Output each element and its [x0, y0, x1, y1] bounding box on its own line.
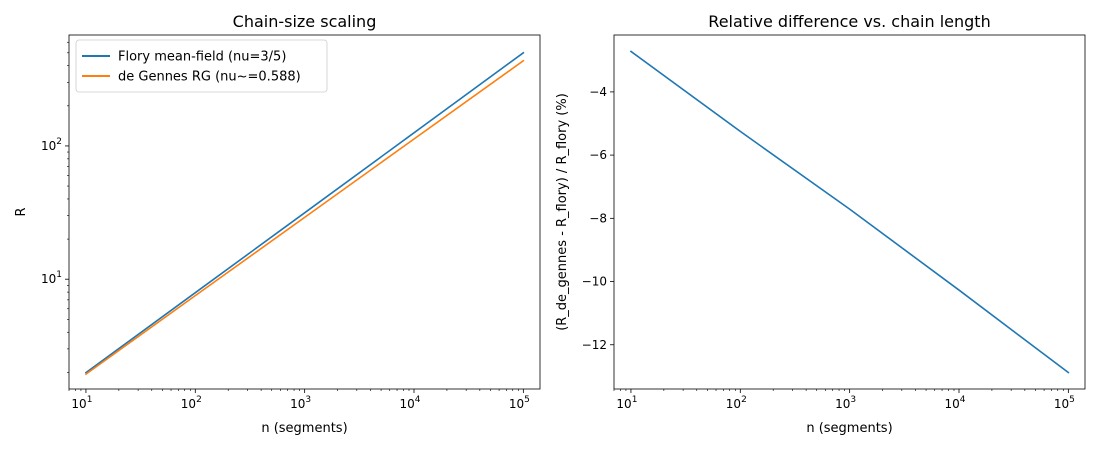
chart-left-xlabel: n (segments) [261, 421, 347, 436]
chart-left: Chain-size scaling 101 102 103 104 105 101 102… [14, 12, 541, 436]
x-tick-label: 104 [399, 395, 420, 411]
chart-right-xlabel: n (segments) [806, 421, 892, 436]
y-tick-label: −12 [582, 338, 607, 352]
x-tick-label: 103 [290, 395, 311, 411]
x-tick-label: 101 [71, 395, 92, 411]
y-tick-label: 102 [41, 137, 62, 153]
legend-label-flory: Flory mean-field (nu=3/5) [118, 50, 286, 65]
series-line-0-1 [84, 59, 525, 376]
x-tick-label: 102 [726, 395, 747, 411]
x-tick-label: 105 [509, 395, 530, 411]
chart-left-ylabel: R [14, 207, 29, 216]
series-line-0-0 [84, 51, 525, 374]
legend-box [75, 39, 328, 93]
y-tick-label: −6 [589, 148, 607, 162]
x-tick-label: 102 [181, 395, 202, 411]
chart-right: Relative difference vs. chain length 101… [555, 12, 1086, 436]
series-line-1-0 [629, 50, 1070, 374]
x-tick-label: 104 [944, 395, 965, 411]
x-tick-label: 105 [1054, 395, 1075, 411]
chart-left-title: Chain-size scaling [233, 12, 377, 31]
legend-label-degennes: de Gennes RG (nu~=0.588) [118, 70, 301, 85]
y-tick-label: −8 [589, 211, 607, 225]
y-tick-label: −4 [589, 85, 607, 99]
x-tick-label: 101 [616, 395, 637, 411]
chart-right-title: Relative difference vs. chain length [708, 12, 990, 31]
chart-right-ylabel: (R_de_gennes - R_flory) / R_flory (%) [555, 93, 570, 331]
chart-right-frame [613, 34, 1086, 390]
x-tick-label: 103 [835, 395, 856, 411]
y-tick-label: 101 [41, 270, 62, 286]
legend: Flory mean-field (nu=3/5) de Gennes RG (… [75, 39, 328, 93]
y-tick-label: −10 [582, 275, 607, 289]
